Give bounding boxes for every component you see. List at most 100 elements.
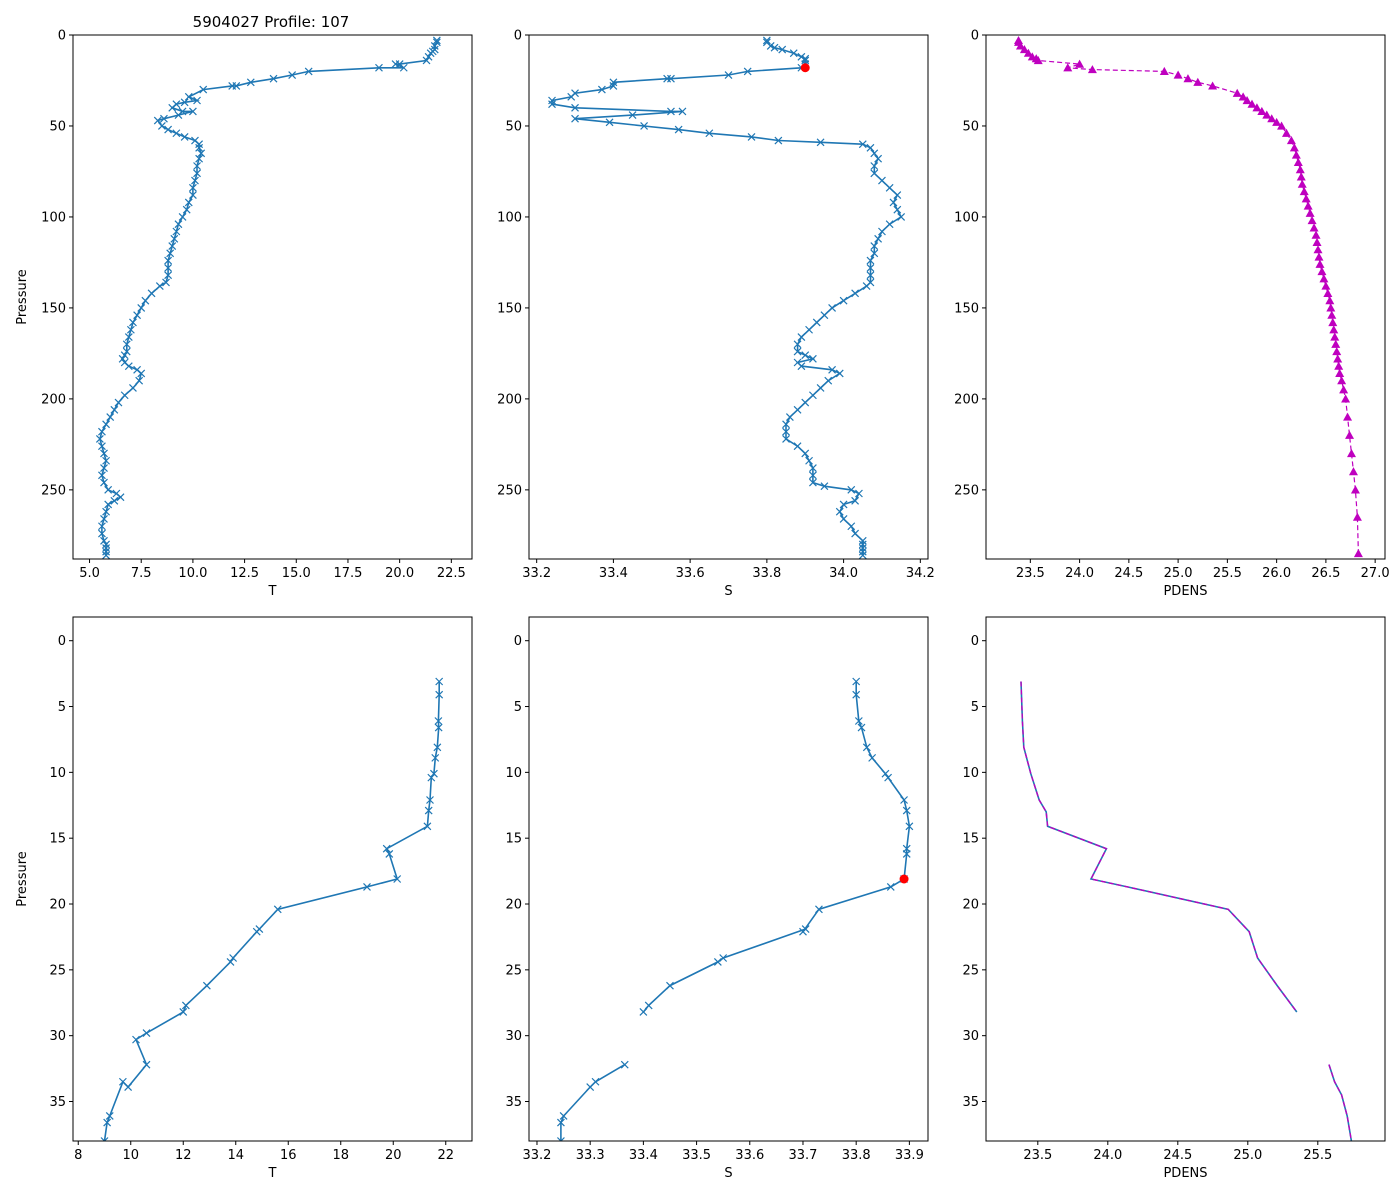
data-point bbox=[1319, 274, 1329, 283]
data-point bbox=[597, 85, 606, 94]
data-point bbox=[246, 78, 255, 87]
panel-bot_t: 8 10 12 14 16 18 20 22 0 5 10 15 20 25 30 35 T Pressure bbox=[15, 616, 473, 1181]
data-point bbox=[1289, 143, 1299, 152]
data-point bbox=[870, 169, 879, 178]
data-point bbox=[164, 263, 173, 272]
x-tick-label: 33.2 bbox=[522, 566, 551, 581]
plot-area-bot_pdens bbox=[1020, 681, 1353, 1141]
data-point bbox=[133, 311, 142, 320]
data-point bbox=[902, 806, 911, 815]
data-point bbox=[181, 1001, 190, 1010]
data-point bbox=[168, 103, 177, 112]
data-point bbox=[178, 213, 187, 221]
data-point bbox=[571, 103, 579, 112]
data-point bbox=[100, 536, 108, 545]
data-point bbox=[1301, 194, 1311, 203]
x-tick-label: 33.4 bbox=[629, 1148, 658, 1163]
data-point bbox=[434, 723, 443, 732]
data-point bbox=[567, 92, 576, 101]
data-point bbox=[1326, 303, 1336, 312]
data-point bbox=[747, 132, 756, 141]
data-point bbox=[184, 198, 193, 207]
y-tick-label: 25 bbox=[505, 963, 522, 978]
data-point bbox=[1334, 361, 1344, 370]
data-point bbox=[620, 1060, 629, 1069]
axes-frame bbox=[528, 34, 929, 560]
data-point bbox=[808, 471, 817, 480]
data-point bbox=[808, 478, 817, 487]
data-point bbox=[102, 420, 111, 429]
data-point bbox=[808, 391, 817, 400]
data-point bbox=[423, 822, 432, 831]
data-point bbox=[191, 176, 199, 185]
data-point bbox=[147, 289, 156, 298]
data-point bbox=[1314, 252, 1324, 261]
data-point bbox=[104, 500, 113, 509]
data-point bbox=[852, 677, 861, 686]
data-point bbox=[644, 1001, 653, 1010]
data-point bbox=[184, 92, 193, 101]
data-point bbox=[839, 296, 848, 305]
x-axis-label: T bbox=[268, 584, 277, 599]
y-tick-label: 200 bbox=[497, 392, 522, 407]
y-tick-label: 35 bbox=[962, 1095, 979, 1110]
y-tick-label: 0 bbox=[514, 29, 522, 44]
data-point bbox=[762, 36, 771, 45]
data-point bbox=[432, 38, 441, 47]
data-point bbox=[782, 427, 790, 436]
data-point bbox=[1242, 96, 1252, 105]
y-tick-label: 10 bbox=[49, 766, 66, 781]
data-point bbox=[548, 96, 556, 105]
x-tick-label: 23.5 bbox=[1023, 1148, 1052, 1163]
data-point bbox=[862, 282, 871, 291]
data-point bbox=[1286, 136, 1296, 145]
data-point bbox=[432, 36, 441, 45]
data-point bbox=[828, 303, 837, 312]
data-point bbox=[100, 478, 108, 487]
x-tick-label: 22 bbox=[437, 1148, 454, 1163]
y-tick-label: 20 bbox=[49, 898, 66, 913]
x-tick-label: 20.0 bbox=[385, 566, 414, 581]
data-point bbox=[122, 347, 131, 356]
data-point bbox=[793, 442, 802, 451]
data-point bbox=[193, 169, 201, 178]
data-point bbox=[789, 49, 798, 58]
data-point bbox=[862, 743, 871, 752]
data-point bbox=[793, 405, 802, 414]
plot-area-top_t bbox=[95, 36, 441, 559]
data-point bbox=[782, 420, 790, 429]
y-tick-label: 5 bbox=[514, 700, 522, 715]
data-point bbox=[110, 405, 119, 414]
data-point bbox=[766, 41, 775, 50]
data-point bbox=[713, 958, 722, 966]
data-point bbox=[801, 449, 810, 458]
y-tick-label: 150 bbox=[497, 301, 522, 316]
data-point bbox=[870, 162, 879, 170]
y-axis-label: Pressure bbox=[15, 851, 30, 907]
data-point bbox=[1313, 245, 1323, 254]
data-point bbox=[854, 717, 863, 725]
data-point bbox=[195, 143, 204, 152]
data-point bbox=[878, 176, 886, 185]
data-point bbox=[805, 456, 813, 465]
data-point bbox=[886, 882, 895, 891]
data-point bbox=[155, 282, 164, 291]
data-point bbox=[174, 111, 183, 119]
data-point bbox=[857, 723, 866, 732]
data-point bbox=[835, 507, 844, 516]
data-point bbox=[1297, 179, 1307, 188]
y-tick-label: 50 bbox=[962, 119, 979, 134]
x-tick-label: 7.5 bbox=[131, 566, 152, 581]
x-axis-label: PDENS bbox=[1163, 1166, 1207, 1181]
y-tick-label: 100 bbox=[954, 210, 979, 225]
data-point bbox=[893, 191, 902, 200]
data-point bbox=[98, 522, 106, 531]
data-point bbox=[816, 138, 825, 147]
data-point bbox=[571, 114, 579, 123]
x-tick-label: 26.0 bbox=[1262, 566, 1291, 581]
data-point bbox=[1305, 208, 1315, 217]
plot-area-bot_t bbox=[100, 677, 444, 1141]
data-point bbox=[288, 71, 297, 79]
data-point bbox=[1023, 48, 1033, 57]
